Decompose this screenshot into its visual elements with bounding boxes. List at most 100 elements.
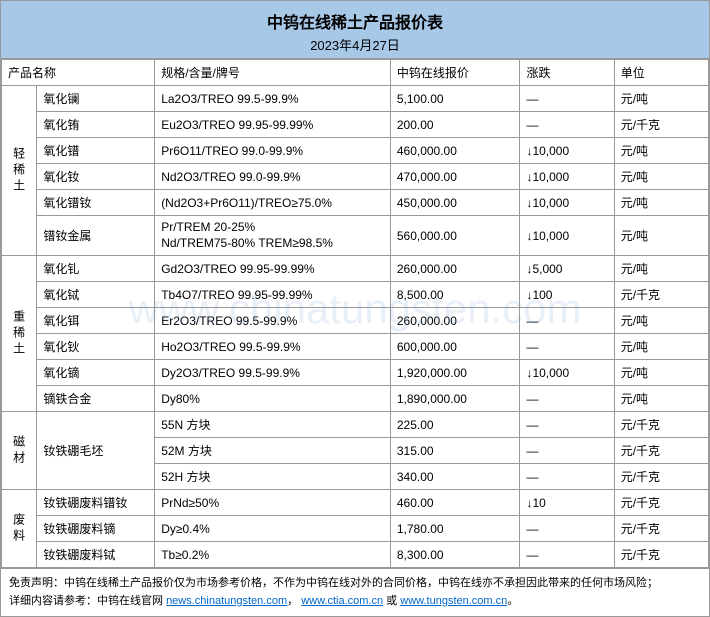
price-cell: 200.00 — [390, 112, 520, 138]
spec-cell: Eu2O3/TREO 99.95-99.99% — [155, 112, 391, 138]
product-name-cell: 氧化镨钕 — [37, 190, 155, 216]
spec-cell: Gd2O3/TREO 99.95-99.99% — [155, 256, 391, 282]
table-row: 镨钕金属Pr/TREM 20-25%Nd/TREM75-80% TREM≥98.… — [2, 216, 709, 256]
disclaimer-text: 免责声明：中钨在线稀土产品报价仅为市场参考价格，不作为中钨在线对外的合同价格，中… — [9, 577, 658, 589]
unit-cell: 元/吨 — [614, 308, 708, 334]
product-name-cell: 氧化铒 — [37, 308, 155, 334]
change-cell: ↓100 — [520, 282, 614, 308]
category-cell: 废料 — [2, 490, 37, 568]
spec-cell: Er2O3/TREO 99.5-99.9% — [155, 308, 391, 334]
change-cell: ↓10,000 — [520, 164, 614, 190]
header-row: 产品名称 规格/含量/牌号 中钨在线报价 涨跌 单位 — [2, 60, 709, 86]
price-cell: 460.00 — [390, 490, 520, 516]
footer-link-3[interactable]: www.tungsten.com.cn — [400, 595, 507, 607]
spec-cell: 52H 方块 — [155, 464, 391, 490]
product-name-cell: 氧化钬 — [37, 334, 155, 360]
change-cell: — — [520, 86, 614, 112]
spec-cell: Tb≥0.2% — [155, 542, 391, 568]
unit-cell: 元/千克 — [614, 516, 708, 542]
price-cell: 260,000.00 — [390, 308, 520, 334]
change-cell: — — [520, 308, 614, 334]
change-cell: — — [520, 438, 614, 464]
category-cell: 轻稀土 — [2, 86, 37, 256]
price-cell: 1,920,000.00 — [390, 360, 520, 386]
change-cell: — — [520, 516, 614, 542]
table-header: 中钨在线稀土产品报价表 2023年4月27日 — [1, 1, 709, 59]
change-cell: — — [520, 412, 614, 438]
spec-cell: Nd2O3/TREO 99.0-99.9% — [155, 164, 391, 190]
product-name-cell: 钕铁硼废料铽 — [37, 542, 155, 568]
spec-cell: La2O3/TREO 99.5-99.9% — [155, 86, 391, 112]
table-row: 氧化镝Dy2O3/TREO 99.5-99.9%1,920,000.00↓10,… — [2, 360, 709, 386]
unit-cell: 元/吨 — [614, 256, 708, 282]
unit-cell: 元/千克 — [614, 542, 708, 568]
spec-cell: 52M 方块 — [155, 438, 391, 464]
unit-cell: 元/吨 — [614, 138, 708, 164]
change-cell: ↓10,000 — [520, 360, 614, 386]
table-row: 废料钕铁硼废料镨钕PrNd≥50%460.00↓10元/千克 — [2, 490, 709, 516]
price-cell: 460,000.00 — [390, 138, 520, 164]
unit-cell: 元/吨 — [614, 386, 708, 412]
table-row: 钕铁硼废料镝Dy≥0.4%1,780.00—元/千克 — [2, 516, 709, 542]
col-change-header: 涨跌 — [520, 60, 614, 86]
product-name-cell: 氧化镨 — [37, 138, 155, 164]
spec-cell: Pr/TREM 20-25%Nd/TREM75-80% TREM≥98.5% — [155, 216, 391, 256]
change-cell: ↓5,000 — [520, 256, 614, 282]
price-cell: 450,000.00 — [390, 190, 520, 216]
product-name-cell: 氧化镝 — [37, 360, 155, 386]
spec-cell: 55N 方块 — [155, 412, 391, 438]
product-name-cell: 钕铁硼废料镝 — [37, 516, 155, 542]
table-row: 氧化镨Pr6O11/TREO 99.0-99.9%460,000.00↓10,0… — [2, 138, 709, 164]
spec-cell: Dy80% — [155, 386, 391, 412]
col-price-header: 中钨在线报价 — [390, 60, 520, 86]
category-cell: 重稀土 — [2, 256, 37, 412]
change-cell: — — [520, 112, 614, 138]
price-cell: 8,300.00 — [390, 542, 520, 568]
price-cell: 560,000.00 — [390, 216, 520, 256]
change-cell: — — [520, 464, 614, 490]
unit-cell: 元/吨 — [614, 216, 708, 256]
change-cell: — — [520, 386, 614, 412]
product-name-cell: 氧化铽 — [37, 282, 155, 308]
price-cell: 260,000.00 — [390, 256, 520, 282]
table-title: 中钨在线稀土产品报价表 — [1, 9, 709, 33]
price-cell: 470,000.00 — [390, 164, 520, 190]
spec-cell: Dy≥0.4% — [155, 516, 391, 542]
footer-link-1[interactable]: news.chinatungsten.com — [166, 595, 287, 607]
table-row: 氧化铕Eu2O3/TREO 99.95-99.99%200.00—元/千克 — [2, 112, 709, 138]
price-table: 产品名称 规格/含量/牌号 中钨在线报价 涨跌 单位 轻稀土氧化镧La2O3/T… — [1, 59, 709, 568]
spec-cell: Dy2O3/TREO 99.5-99.9% — [155, 360, 391, 386]
col-unit-header: 单位 — [614, 60, 708, 86]
unit-cell: 元/千克 — [614, 490, 708, 516]
unit-cell: 元/吨 — [614, 86, 708, 112]
spec-cell: Tb4O7/TREO 99.95-99.99% — [155, 282, 391, 308]
unit-cell: 元/千克 — [614, 438, 708, 464]
table-row: 钕铁硼废料铽Tb≥0.2%8,300.00—元/千克 — [2, 542, 709, 568]
product-name-cell: 镝铁合金 — [37, 386, 155, 412]
table-row: 磁材钕铁硼毛坯55N 方块225.00—元/千克 — [2, 412, 709, 438]
product-name-cell: 氧化钆 — [37, 256, 155, 282]
product-name-cell: 氧化钕 — [37, 164, 155, 190]
unit-cell: 元/千克 — [614, 464, 708, 490]
unit-cell: 元/吨 — [614, 164, 708, 190]
table-date: 2023年4月27日 — [1, 35, 709, 54]
price-cell: 340.00 — [390, 464, 520, 490]
footer: 免责声明：中钨在线稀土产品报价仅为市场参考价格，不作为中钨在线对外的合同价格，中… — [1, 568, 709, 616]
table-row: 轻稀土氧化镧La2O3/TREO 99.5-99.9%5,100.00—元/吨 — [2, 86, 709, 112]
product-name-cell: 氧化铕 — [37, 112, 155, 138]
footer-link-2[interactable]: www.ctia.com.cn — [301, 595, 383, 607]
price-cell: 5,100.00 — [390, 86, 520, 112]
change-cell: — — [520, 334, 614, 360]
price-cell: 8,500.00 — [390, 282, 520, 308]
spec-cell: (Nd2O3+Pr6O11)/TREO≥75.0% — [155, 190, 391, 216]
links-label: 详细内容请参考：中钨在线官网 — [9, 595, 166, 607]
unit-cell: 元/千克 — [614, 282, 708, 308]
change-cell: ↓10,000 — [520, 138, 614, 164]
table-row: 氧化铒Er2O3/TREO 99.5-99.9%260,000.00—元/吨 — [2, 308, 709, 334]
table-row: 重稀土氧化钆Gd2O3/TREO 99.95-99.99%260,000.00↓… — [2, 256, 709, 282]
product-name-cell: 钕铁硼废料镨钕 — [37, 490, 155, 516]
col-spec-header: 规格/含量/牌号 — [155, 60, 391, 86]
unit-cell: 元/吨 — [614, 190, 708, 216]
table-row: 镝铁合金Dy80%1,890,000.00—元/吨 — [2, 386, 709, 412]
unit-cell: 元/吨 — [614, 360, 708, 386]
